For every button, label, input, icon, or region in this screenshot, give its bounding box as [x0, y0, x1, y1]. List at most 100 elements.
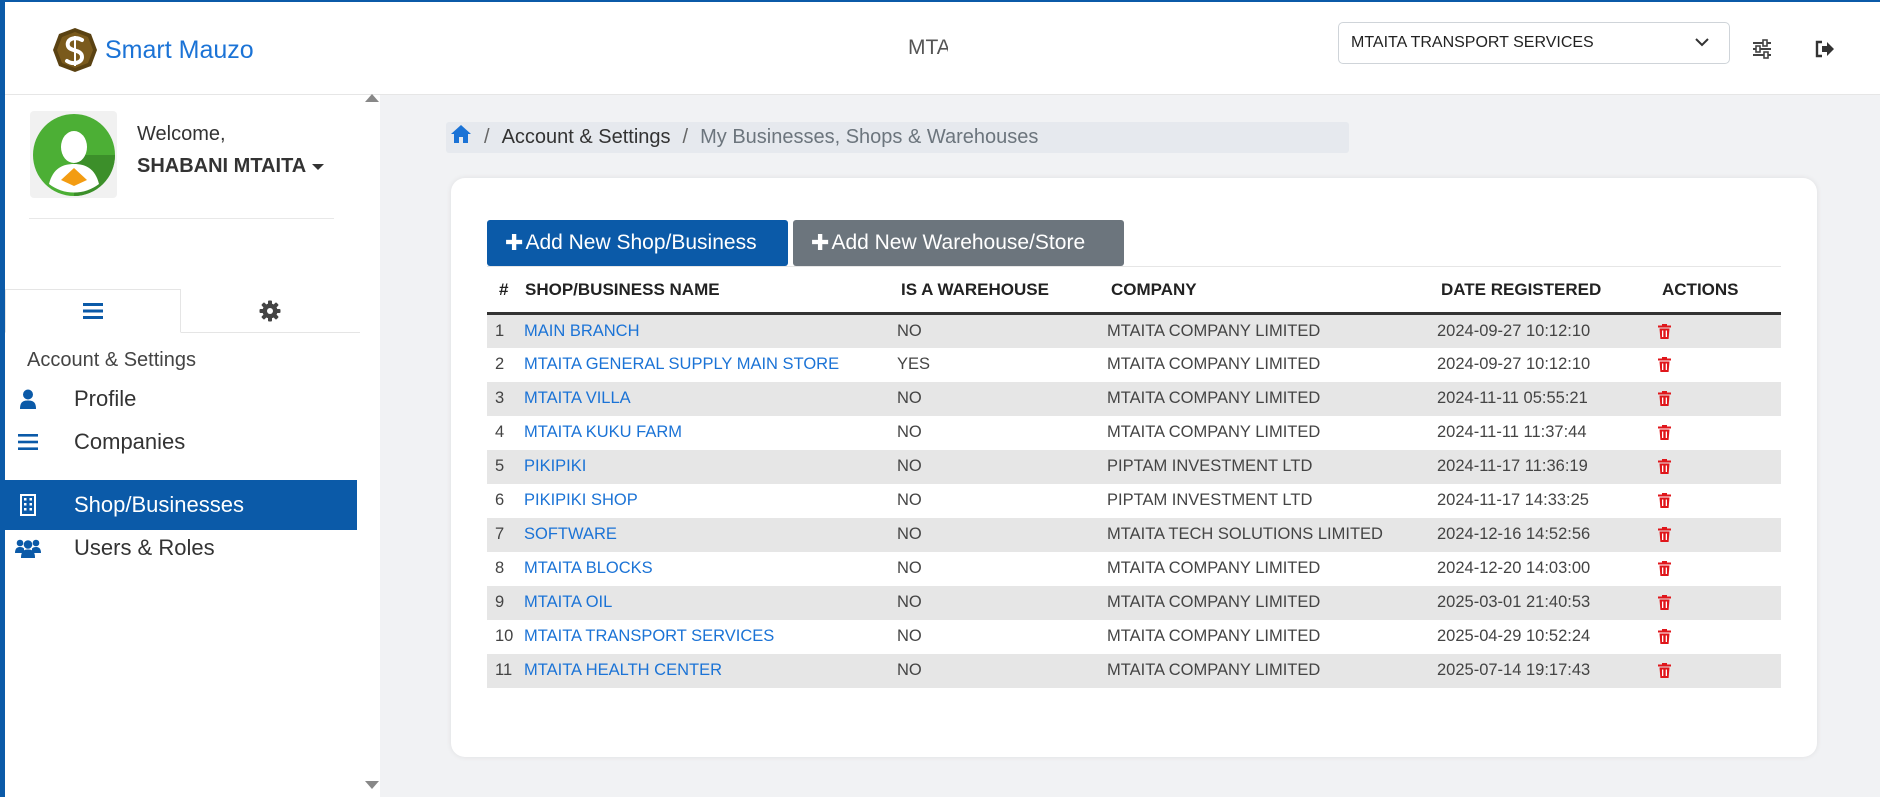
- plus-icon: ✚: [811, 230, 830, 255]
- brand-logo-icon: [53, 28, 97, 72]
- row-number: 10: [495, 627, 514, 645]
- menu-icon: [83, 303, 103, 319]
- add-warehouse-button[interactable]: ✚ Add New Warehouse/Store: [793, 220, 1124, 266]
- is-warehouse: NO: [897, 559, 922, 577]
- row-actions: [1656, 653, 1781, 688]
- trash-icon[interactable]: [1658, 459, 1671, 475]
- row-number: 9: [487, 585, 523, 620]
- table-row: 5 PIKIPIKI NO PIPTAM INVESTMENT LTD 2024-11-…: [487, 449, 1781, 484]
- trash-icon[interactable]: [1658, 595, 1671, 611]
- business-name-link[interactable]: MTAITA TRANSPORT SERVICES: [524, 627, 775, 645]
- date-registered: 2025-07-14 19:17:43: [1435, 653, 1656, 688]
- header-center-text: MTA: [908, 36, 948, 59]
- business-name-link[interactable]: MTAITA GENERAL SUPPLY MAIN STORE: [524, 355, 840, 373]
- trash-icon[interactable]: [1658, 391, 1671, 407]
- trash-icon[interactable]: [1658, 561, 1671, 577]
- business-name-link[interactable]: MTAITA OIL: [523, 585, 895, 620]
- businesses-card: ✚ Add New Shop/Business ✚ Add New Wareho…: [451, 178, 1817, 757]
- row-actions: [1656, 585, 1781, 620]
- user-menu[interactable]: SHABANI MTAITA: [137, 155, 325, 178]
- business-name-link[interactable]: MTAITA VILLA: [523, 381, 895, 416]
- scroll-down-arrow[interactable]: [365, 781, 379, 789]
- user-avatar-icon: [32, 113, 115, 196]
- date-registered: 2024-11-17 14:33:25: [1437, 491, 1589, 509]
- business-select-value: MTAITA TRANSPORT SERVICES: [1351, 34, 1594, 51]
- row-number: 1: [487, 313, 523, 348]
- top-edge: [0, 0, 1880, 2]
- date-registered: 2024-11-11 11:37:44: [1437, 423, 1587, 441]
- sidebar-item-label: Shop/Businesses: [74, 492, 244, 517]
- trash-icon[interactable]: [1658, 425, 1671, 441]
- is-warehouse: NO: [897, 423, 922, 441]
- row-number: 4: [495, 423, 505, 441]
- business-name-link[interactable]: MTAITA KUKU FARM: [524, 423, 682, 441]
- brand[interactable]: Smart Mauzo: [51, 26, 254, 74]
- row-number: 5: [487, 449, 523, 484]
- home-icon[interactable]: [450, 123, 472, 145]
- col-header-company: COMPANY: [1105, 266, 1435, 315]
- scroll-up-arrow[interactable]: [365, 94, 379, 102]
- top-bar: Smart Mauzo MTA MTAITA TRANSPORT SERVICE…: [5, 2, 1880, 95]
- sidebar-item-label: Users & Roles: [74, 535, 215, 560]
- sliders-icon[interactable]: [1751, 38, 1773, 60]
- gear-icon: [259, 300, 281, 322]
- trash-icon[interactable]: [1658, 663, 1671, 679]
- trash-icon[interactable]: [1658, 493, 1671, 509]
- company-name: MTAITA COMPANY LIMITED: [1105, 313, 1435, 348]
- is-warehouse: NO: [895, 517, 1105, 552]
- business-name-link[interactable]: MTAITA BLOCKS: [524, 559, 653, 577]
- user-name: SHABANI MTAITA: [137, 155, 307, 177]
- date-registered: 2024-09-27 10:12:10: [1437, 355, 1591, 373]
- tab-menu[interactable]: [5, 289, 181, 333]
- row-actions: [1656, 552, 1781, 586]
- business-name-link[interactable]: MAIN BRANCH: [523, 313, 895, 348]
- sidebar-item-label: Profile: [74, 386, 137, 411]
- breadcrumb-separator: /: [682, 126, 689, 148]
- business-name-link[interactable]: MTAITA HEALTH CENTER: [523, 653, 895, 688]
- business-name-link[interactable]: PIKIPIKI SHOP: [524, 491, 638, 509]
- date-registered: 2024-12-20 14:03:00: [1437, 559, 1591, 577]
- is-warehouse: NO: [897, 491, 922, 509]
- breadcrumb-separator: /: [484, 126, 490, 148]
- business-name-link[interactable]: PIKIPIKI: [523, 449, 895, 484]
- company-name: MTAITA COMPANY LIMITED: [1107, 423, 1321, 441]
- date-registered: 2024-09-27 10:12:10: [1435, 313, 1656, 348]
- sidebar: Welcome, SHABANI MTAITA Acco: [5, 94, 380, 797]
- is-warehouse: NO: [895, 653, 1105, 688]
- trash-icon[interactable]: [1658, 629, 1671, 645]
- add-shop-button[interactable]: ✚ Add New Shop/Business: [487, 220, 788, 266]
- company-name: MTAITA COMPANY LIMITED: [1107, 559, 1321, 577]
- sidebar-item-users-roles[interactable]: Users & Roles: [5, 523, 357, 573]
- col-header-date: DATE REGISTERED: [1435, 266, 1656, 315]
- row-actions: [1656, 381, 1781, 416]
- sidebar-item-profile[interactable]: Profile: [5, 374, 357, 424]
- avatar[interactable]: [30, 111, 117, 198]
- row-actions: [1656, 313, 1781, 348]
- row-actions: [1656, 517, 1781, 552]
- trash-icon[interactable]: [1658, 323, 1671, 339]
- row-actions: [1656, 484, 1781, 518]
- business-name-link[interactable]: SOFTWARE: [523, 517, 895, 552]
- table-row: 6 PIKIPIKI SHOP NO PIPTAM INVESTMENT LTD 202…: [487, 484, 1781, 518]
- business-select[interactable]: MTAITA TRANSPORT SERVICES: [1338, 22, 1730, 64]
- sidebar-item-companies[interactable]: Companies: [5, 417, 357, 467]
- col-header-actions: ACTIONS: [1656, 266, 1781, 315]
- sidebar-item-shop-businesses[interactable]: Shop/Businesses: [5, 480, 357, 530]
- is-warehouse: NO: [895, 585, 1105, 620]
- trash-icon[interactable]: [1658, 527, 1671, 543]
- tab-settings[interactable]: [181, 289, 359, 333]
- logout-icon[interactable]: [1813, 38, 1835, 60]
- building-icon: [15, 492, 41, 518]
- table-row: 11 MTAITA HEALTH CENTER NO MTAITA COMPANY L…: [487, 653, 1781, 688]
- add-shop-label: Add New Shop/Business: [525, 231, 757, 254]
- row-actions: [1656, 416, 1781, 450]
- is-warehouse: NO: [897, 627, 922, 645]
- company-name: MTAITA TECH SOLUTIONS LIMITED: [1105, 517, 1435, 552]
- trash-icon[interactable]: [1658, 357, 1671, 373]
- breadcrumb: / Account & Settings / My Businesses, Sh…: [446, 122, 1349, 153]
- row-number: 6: [495, 491, 505, 509]
- company-name: MTAITA COMPANY LIMITED: [1105, 381, 1435, 416]
- breadcrumb-account-settings[interactable]: Account & Settings: [501, 126, 671, 148]
- is-warehouse: NO: [895, 449, 1105, 484]
- date-registered: 2025-03-01 21:40:53: [1435, 585, 1656, 620]
